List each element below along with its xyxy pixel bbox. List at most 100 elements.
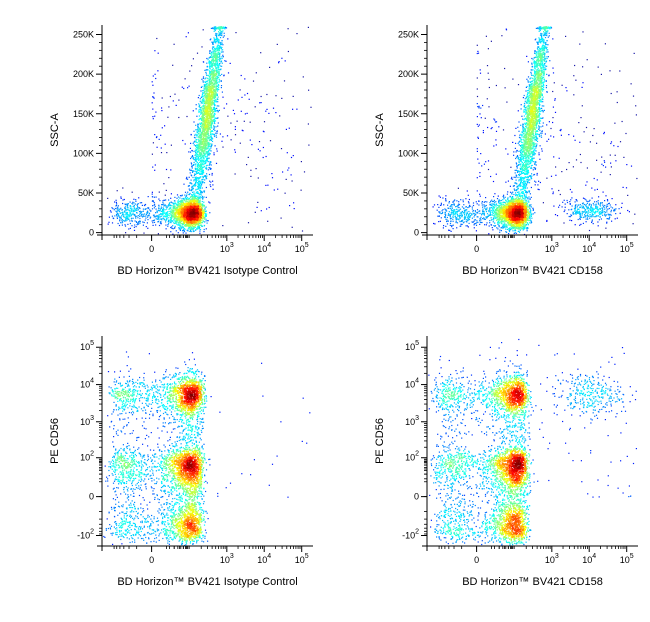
event-dot — [163, 210, 165, 212]
event-dot — [191, 213, 193, 215]
event-dot — [196, 223, 199, 225]
event-dot — [211, 130, 213, 132]
event-dot — [222, 49, 224, 51]
event-dot — [211, 174, 213, 176]
event-dot — [211, 110, 213, 112]
event-dot — [204, 128, 206, 131]
event-dot — [193, 164, 195, 166]
event-dot — [204, 118, 206, 120]
event-dot — [124, 225, 127, 227]
event-dot — [224, 28, 226, 30]
event-dot — [199, 209, 202, 211]
event-dot — [200, 153, 202, 155]
event-dot — [211, 61, 213, 63]
event-dot — [191, 212, 194, 214]
event-dot — [144, 213, 146, 215]
event-dot — [204, 95, 206, 97]
event-dot — [200, 206, 202, 208]
event-dot — [199, 209, 202, 211]
event-dot — [193, 227, 195, 229]
event-dot — [206, 95, 209, 97]
event-dot — [208, 81, 210, 84]
event-dot — [182, 219, 184, 221]
event-dot — [210, 27, 212, 29]
event-dot — [116, 217, 118, 219]
event-dot — [213, 126, 215, 128]
event-dot — [185, 212, 187, 214]
event-dot — [196, 131, 198, 133]
event-dot — [202, 217, 204, 219]
event-dot — [167, 213, 169, 215]
event-dot — [203, 166, 206, 168]
event-dot — [196, 161, 198, 163]
event-dot — [210, 107, 212, 109]
event-dot — [191, 212, 193, 215]
event-dot — [115, 214, 118, 216]
event-dot — [168, 199, 170, 201]
event-dot — [201, 119, 203, 121]
event-dot — [208, 152, 210, 154]
event-dot — [119, 217, 121, 219]
event-dot — [197, 97, 199, 99]
event-dot — [194, 199, 196, 201]
event-dot — [174, 226, 176, 229]
event-dot — [198, 115, 200, 117]
event-dot — [200, 221, 202, 223]
event-dot — [194, 201, 196, 203]
event-dot — [120, 216, 122, 218]
event-dot — [207, 136, 209, 138]
event-dot — [211, 64, 214, 66]
event-dot — [184, 217, 186, 219]
event-dot — [201, 207, 203, 209]
event-dot — [209, 162, 211, 164]
event-dot — [215, 26, 217, 28]
event-dot — [193, 136, 196, 138]
event-dot — [198, 212, 201, 214]
event-dot — [212, 133, 214, 135]
event-dot — [224, 60, 226, 62]
event-dot — [208, 141, 210, 143]
event-dot — [207, 77, 209, 79]
event-dot — [211, 116, 213, 118]
event-dot — [138, 211, 141, 213]
event-dot — [218, 86, 220, 88]
event-dot — [195, 140, 197, 142]
event-dot — [133, 229, 136, 231]
event-dot — [117, 215, 120, 217]
event-dot — [191, 167, 193, 169]
event-dot — [206, 160, 208, 162]
event-dot — [196, 178, 198, 180]
event-dot — [184, 198, 186, 200]
event-dot — [217, 88, 219, 90]
event-dot — [151, 200, 153, 202]
event-dot — [199, 218, 201, 220]
event-dot — [197, 164, 199, 166]
event-dot — [216, 55, 218, 57]
event-dot — [213, 102, 215, 104]
event-dot — [191, 175, 193, 177]
event-dot — [160, 218, 162, 220]
event-dot — [162, 207, 164, 209]
event-dot — [172, 210, 174, 212]
event-dot — [205, 206, 207, 208]
event-dot — [197, 222, 199, 224]
event-dot — [197, 146, 199, 148]
event-dot — [206, 82, 208, 84]
event-dot — [197, 151, 199, 153]
event-dot — [177, 221, 179, 223]
event-dot — [163, 219, 165, 221]
event-dot — [176, 211, 178, 213]
event-dot — [202, 148, 204, 150]
event-dot — [187, 221, 189, 223]
event-dot — [187, 214, 189, 216]
event-dot — [200, 140, 202, 142]
event-dot — [213, 78, 215, 80]
event-dot — [210, 61, 212, 63]
event-dot — [200, 203, 202, 205]
event-dot — [218, 60, 220, 62]
event-dot — [210, 139, 212, 141]
event-dot — [196, 215, 198, 217]
event-dot — [190, 224, 192, 226]
event-dot — [213, 98, 215, 100]
event-dot — [177, 232, 179, 234]
